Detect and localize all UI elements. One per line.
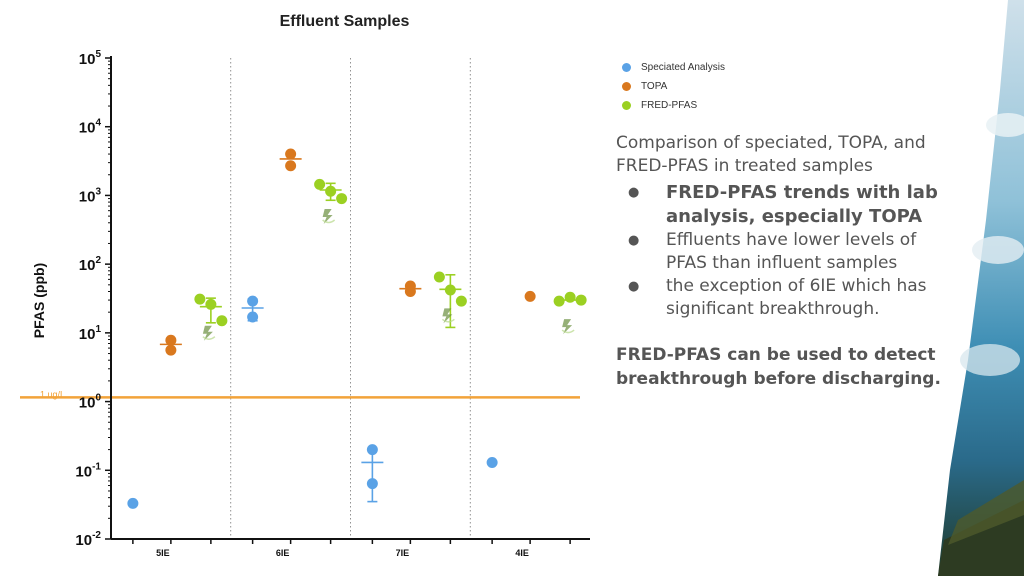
data-point [336,193,348,205]
y-tick-label: 101 [79,324,102,343]
data-point [486,456,498,468]
legend-label-speciated: Speciated Analysis [641,62,725,73]
data-point [285,148,297,160]
data-point [564,291,576,303]
y-tick-label: 10-1 [75,461,101,480]
data-point [165,344,177,356]
sensor-arc-shape [202,336,216,340]
data-point [524,290,536,302]
x-tick-label: 4IE [515,548,529,558]
sensor-bolt-shape [322,208,333,224]
notes-conclusion: FRED-PFAS can be used to detect breakthr… [616,345,941,389]
data-point [404,280,416,292]
slide-notes: Comparison of speciated, TOPA, and FRED-… [616,132,961,391]
fred-sensor-icon [322,208,336,224]
data-point [127,497,139,509]
fred-sensor-icon [561,319,575,335]
data-point [455,295,467,307]
x-tick-label: 5IE [156,548,170,558]
data-point [285,160,297,172]
data-point [314,178,326,190]
legend-marker-speciated [622,63,631,72]
x-tick-label: 7IE [396,548,410,558]
sensor-arc-shape [322,219,336,224]
data-point [216,315,228,327]
legend-label-fred-pfas: FRED-PFAS [641,100,698,111]
notes-bullet-list: FRED-PFAS trends with lab analysis, espe… [616,181,961,321]
notes-bullet: Effluents have lower levels of PFAS than… [628,229,961,275]
y-tick-label: 105 [79,49,102,68]
legend-marker-topa [622,82,631,91]
sensor-bolt-shape [442,308,453,324]
x-tick-label: 6IE [276,548,290,558]
chart-title: Effluent Samples [280,13,410,30]
data-point [165,334,177,346]
notes-bullet: FRED-PFAS trends with lab analysis, espe… [628,181,961,229]
legend-item-fred-pfas: FRED-PFAS [622,96,725,115]
legend-marker-fred-pfas [622,101,631,110]
y-tick-label: 104 [79,118,102,137]
notes-bullet: the exception of 6IE which has significa… [628,275,961,321]
notes-intro: Comparison of speciated, TOPA, and FRED-… [616,133,926,176]
sensor-arc-shape [441,318,455,323]
decorative-photo-strip [938,0,1024,576]
landscape-photo-image [938,0,1024,576]
y-tick-label: 102 [79,255,102,274]
fred-sensor-icon [441,308,455,324]
chart-legend: Speciated Analysis TOPA FRED-PFAS [622,58,725,115]
legend-item-topa: TOPA [622,77,725,96]
fred-sensor-icon [202,325,216,341]
legend-item-speciated: Speciated Analysis [622,58,725,77]
y-tick-label: 10-2 [75,530,101,549]
data-point [553,295,565,307]
data-point [194,293,206,305]
y-axis-title: PFAS (ppb) [31,263,47,338]
sensor-bolt-shape [562,319,573,335]
y-tick-label: 100 [79,393,102,412]
reference-line-label: 1 ug/L [40,389,65,399]
sensor-bolt-shape [202,325,213,341]
data-point [433,271,445,283]
legend-label-topa: TOPA [641,81,668,92]
sensor-arc-shape [561,329,575,334]
y-tick-label: 103 [79,186,102,205]
